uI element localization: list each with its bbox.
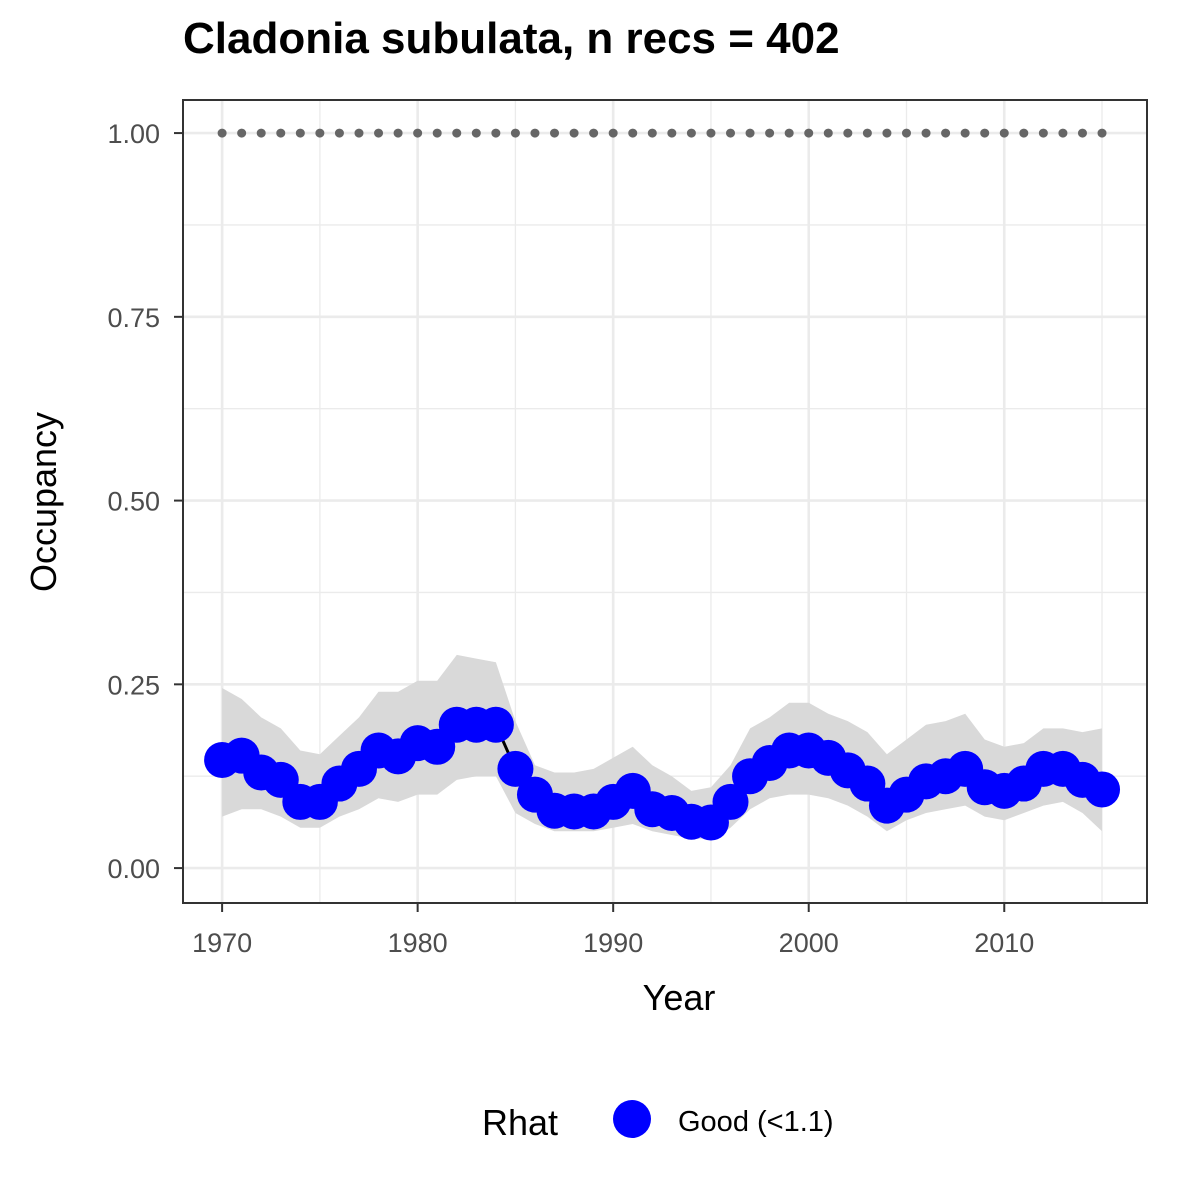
legend-label-good: Good (<1.1) <box>678 1106 834 1138</box>
reference-dot <box>491 128 501 138</box>
reference-dot <box>256 128 266 138</box>
reference-dot <box>726 128 736 138</box>
reference-dot <box>921 128 931 138</box>
reference-dot <box>237 128 247 138</box>
x-tick-label: 2000 <box>779 928 839 958</box>
y-axis-title: Occupancy <box>23 412 64 592</box>
data-point <box>477 706 514 743</box>
y-axis-tick-labels: 0.00 0.25 0.50 0.75 1.00 <box>107 119 160 884</box>
y-tick-label: 0.25 <box>107 670 160 700</box>
axis-ticks <box>174 132 1006 912</box>
x-axis-title: Year <box>643 977 716 1018</box>
reference-dot <box>432 128 442 138</box>
reference-dot <box>686 128 696 138</box>
legend-title: Rhat <box>482 1102 558 1143</box>
y-tick-label: 0.50 <box>107 487 160 517</box>
reference-dot <box>589 128 599 138</box>
y-tick-label: 1.00 <box>107 119 160 149</box>
reference-dot <box>882 128 892 138</box>
reference-dot <box>667 128 677 138</box>
y-tick-label: 0.75 <box>107 303 160 333</box>
grid-major <box>183 100 1147 903</box>
reference-dot <box>745 128 755 138</box>
reference-dot <box>765 128 775 138</box>
data-point <box>497 750 534 787</box>
reference-dot <box>843 128 853 138</box>
reference-dot <box>510 128 520 138</box>
reference-dot <box>999 128 1009 138</box>
x-tick-label: 1980 <box>388 928 448 958</box>
data-point <box>712 783 749 820</box>
reference-dot <box>823 128 833 138</box>
reference-dot <box>374 128 384 138</box>
reference-dot <box>628 128 638 138</box>
reference-dot <box>315 128 325 138</box>
y-tick-label: 0.00 <box>107 854 160 884</box>
reference-dot <box>550 128 560 138</box>
reference-dot <box>1097 128 1107 138</box>
reference-dot <box>1077 128 1087 138</box>
reference-dot <box>1058 128 1068 138</box>
reference-dot <box>295 128 305 138</box>
reference-dot <box>530 128 540 138</box>
reference-dot <box>393 128 403 138</box>
reference-dot <box>980 128 990 138</box>
reference-dot <box>569 128 579 138</box>
reference-dot <box>413 128 423 138</box>
x-tick-label: 1970 <box>192 928 252 958</box>
legend: Rhat Good (<1.1) <box>482 1100 834 1143</box>
data-point <box>1084 771 1121 808</box>
reference-dot <box>960 128 970 138</box>
reference-dot <box>471 128 481 138</box>
reference-dot <box>354 128 364 138</box>
chart-title: Cladonia subulata, n recs = 402 <box>183 14 840 63</box>
x-tick-label: 2010 <box>974 928 1034 958</box>
data-points <box>204 706 1121 841</box>
reference-dot <box>862 128 872 138</box>
reference-dot <box>901 128 911 138</box>
reference-dot <box>647 128 657 138</box>
reference-dot <box>941 128 951 138</box>
reference-dot <box>804 128 814 138</box>
reference-dot <box>276 128 286 138</box>
reference-dot <box>334 128 344 138</box>
reference-dot <box>784 128 794 138</box>
reference-dot <box>1019 128 1029 138</box>
reference-dot <box>1038 128 1048 138</box>
legend-key-good <box>613 1100 651 1138</box>
reference-dot <box>217 128 227 138</box>
x-tick-label: 1990 <box>583 928 643 958</box>
reference-line-dots <box>217 128 1107 138</box>
x-axis-tick-labels: 1970 1980 1990 2000 2010 <box>192 928 1034 958</box>
reference-dot <box>608 128 618 138</box>
reference-dot <box>706 128 716 138</box>
reference-dot <box>452 128 462 138</box>
